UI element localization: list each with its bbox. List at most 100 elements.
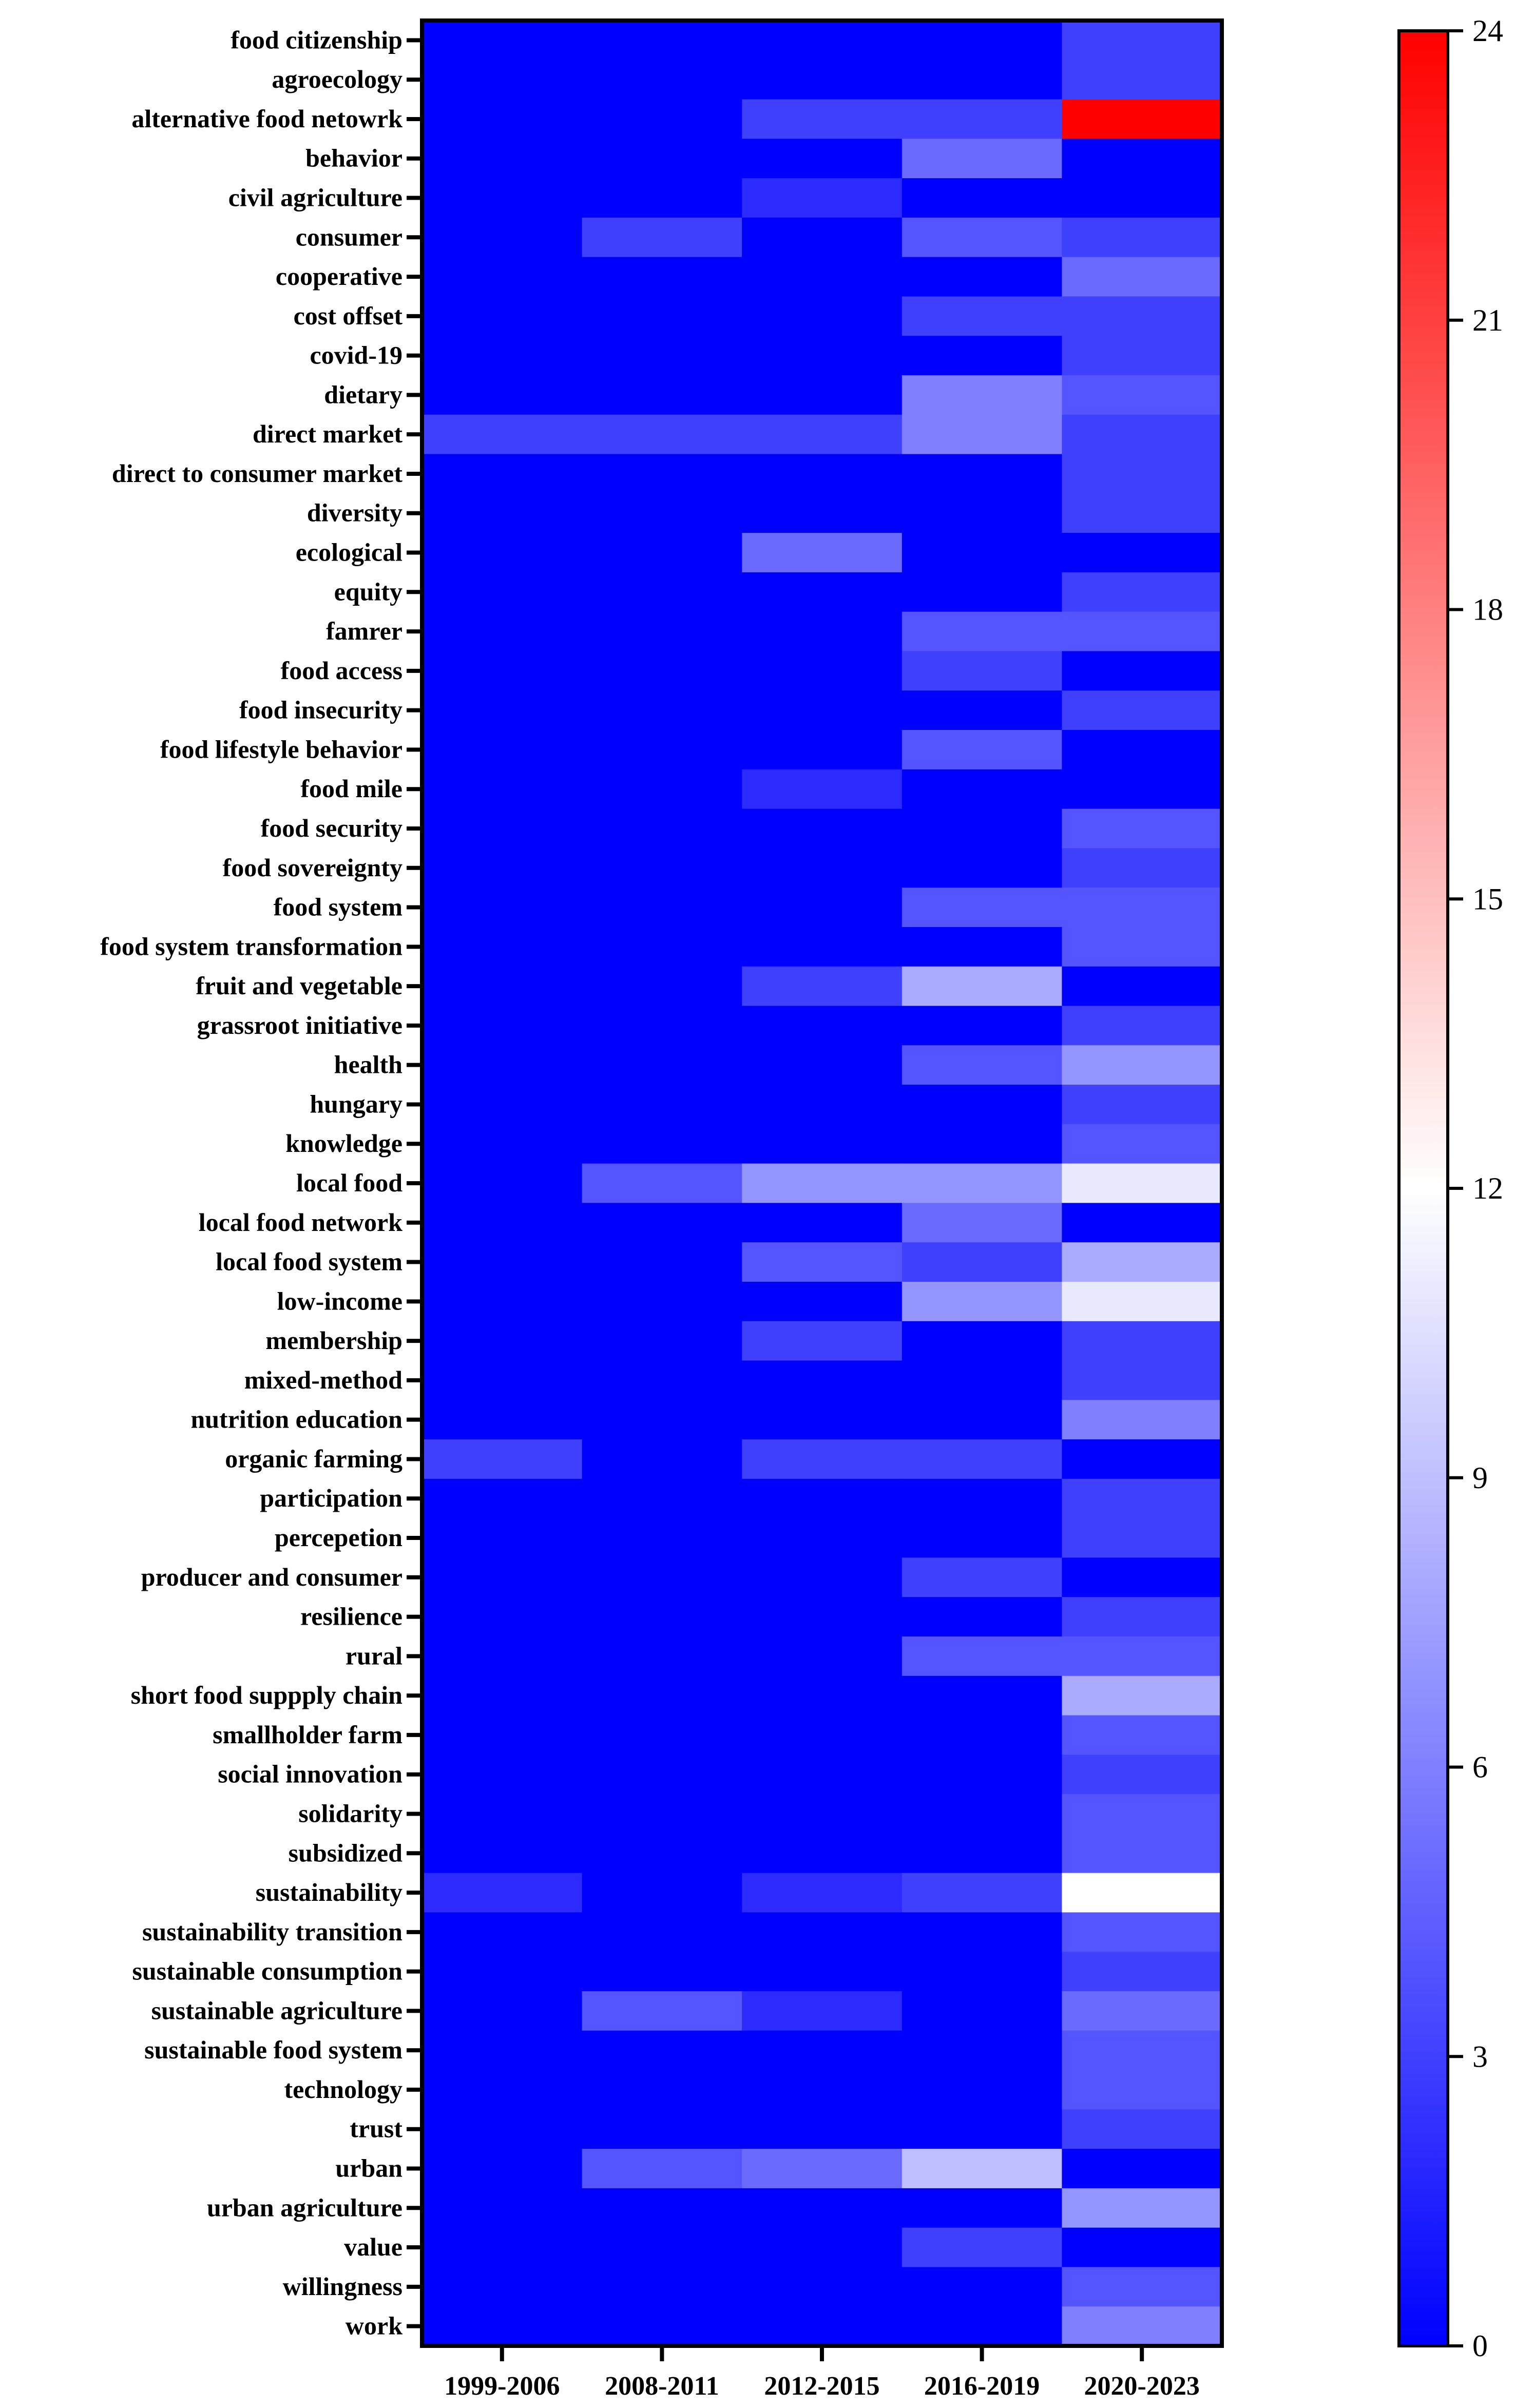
heatmap-cell	[582, 1439, 742, 1479]
heatmap-cell	[422, 1636, 583, 1677]
heatmap-cell	[1062, 296, 1222, 336]
row-label: direct market	[253, 419, 402, 448]
row-label: grassroot initiative	[197, 1011, 402, 1039]
row-label: behavior	[305, 144, 402, 172]
heatmap-cell	[422, 572, 583, 612]
heatmap-cell	[582, 1281, 742, 1322]
heatmap-cell	[902, 1124, 1062, 1164]
heatmap-cell	[582, 533, 742, 573]
heatmap-cell	[902, 1518, 1062, 1558]
row-label: trust	[350, 2114, 402, 2143]
heatmap-cell	[742, 1163, 903, 1203]
heatmap-cell	[422, 99, 583, 139]
heatmap-cell	[422, 1794, 583, 1834]
heatmap-cell	[582, 2306, 742, 2346]
heatmap-cell	[1062, 178, 1222, 218]
heatmap-cell	[422, 769, 583, 810]
heatmap-cell	[742, 1478, 903, 1519]
heatmap-cell	[742, 1833, 903, 1874]
heatmap-cell	[1062, 1321, 1222, 1361]
heatmap-cell	[422, 1439, 583, 1479]
heatmap-cell	[582, 690, 742, 730]
heatmap-cell	[1062, 1715, 1222, 1755]
heatmap-cell	[742, 1794, 903, 1834]
heatmap-cell	[422, 927, 583, 967]
row-label: sustainable consumption	[132, 1957, 402, 1986]
row-label: food system transformation	[100, 932, 402, 960]
row-label: participation	[260, 1484, 402, 1512]
heatmap-cell	[422, 178, 583, 218]
heatmap-cell	[422, 848, 583, 888]
heatmap-cell	[1062, 493, 1222, 533]
row-label: ecological	[296, 538, 402, 567]
heatmap-cell	[1062, 1006, 1222, 1046]
heatmap-cell	[1062, 2030, 1222, 2071]
row-label: food mile	[300, 774, 402, 803]
heatmap-cell	[582, 1518, 742, 1558]
heatmap-cell	[582, 848, 742, 888]
heatmap-cell	[742, 99, 903, 139]
colorbar-tick-label: 21	[1472, 303, 1503, 337]
heatmap-cell	[582, 927, 742, 967]
heatmap-cell	[902, 493, 1062, 533]
heatmap-cell	[1062, 217, 1222, 258]
row-label: covid-19	[310, 341, 402, 370]
colorbar-tick-label: 24	[1472, 14, 1503, 48]
heatmap-cell	[1062, 2227, 1222, 2268]
row-label: famrer	[326, 617, 402, 645]
heatmap-cell	[742, 533, 903, 573]
heatmap-cell	[902, 808, 1062, 849]
row-label: organic farming	[225, 1444, 402, 1473]
heatmap-cell	[902, 1912, 1062, 1952]
heatmap-cell	[1062, 1755, 1222, 1795]
heatmap-cell	[582, 139, 742, 179]
heatmap-cell	[742, 493, 903, 533]
heatmap-cell	[422, 2227, 583, 2268]
heatmap-cell	[902, 2267, 1062, 2307]
heatmap-cell	[1062, 730, 1222, 770]
heatmap-cell	[1062, 2109, 1222, 2149]
row-label: direct to consumer market	[112, 459, 402, 488]
heatmap-cell	[1062, 2188, 1222, 2228]
heatmap-cell	[742, 2070, 903, 2110]
row-label: social innovation	[218, 1760, 402, 1788]
heatmap-cell	[902, 1597, 1062, 1637]
heatmap-cell	[422, 2149, 583, 2189]
heatmap-cell	[1062, 1439, 1222, 1479]
row-label: resilience	[300, 1602, 402, 1631]
heatmap-cell	[902, 533, 1062, 573]
heatmap-cell	[902, 2030, 1062, 2071]
row-label: agroecology	[272, 65, 402, 93]
heatmap-cell	[902, 927, 1062, 967]
heatmap-cell	[582, 611, 742, 652]
row-label: knowledge	[285, 1129, 402, 1158]
row-label: rural	[346, 1641, 402, 1670]
heatmap-cell	[902, 690, 1062, 730]
colorbar-tick-label: 3	[1472, 2039, 1488, 2073]
heatmap-cell	[582, 375, 742, 415]
heatmap-cell	[902, 1006, 1062, 1046]
heatmap-cell	[742, 1321, 903, 1361]
heatmap-cell	[902, 99, 1062, 139]
row-label: work	[346, 2311, 402, 2340]
heatmap-cell	[742, 1400, 903, 1440]
heatmap-cell	[1062, 848, 1222, 888]
heatmap-cell	[1062, 927, 1222, 967]
heatmap-cell	[902, 1794, 1062, 1834]
heatmap-cell	[582, 414, 742, 455]
heatmap-cell	[742, 1636, 903, 1677]
heatmap-cell	[582, 1952, 742, 1992]
row-label: local food	[296, 1168, 402, 1197]
heatmap-cell	[422, 375, 583, 415]
heatmap-cell	[902, 1715, 1062, 1755]
heatmap-cell	[902, 1242, 1062, 1282]
heatmap-cell	[742, 808, 903, 849]
heatmap-cell	[422, 730, 583, 770]
heatmap-cell	[742, 414, 903, 455]
heatmap-cell	[422, 1518, 583, 1558]
row-label: local food system	[216, 1247, 402, 1276]
heatmap-cell	[422, 414, 583, 455]
heatmap-cell	[1062, 808, 1222, 849]
heatmap-cell	[902, 296, 1062, 336]
row-label: local food network	[199, 1208, 402, 1237]
